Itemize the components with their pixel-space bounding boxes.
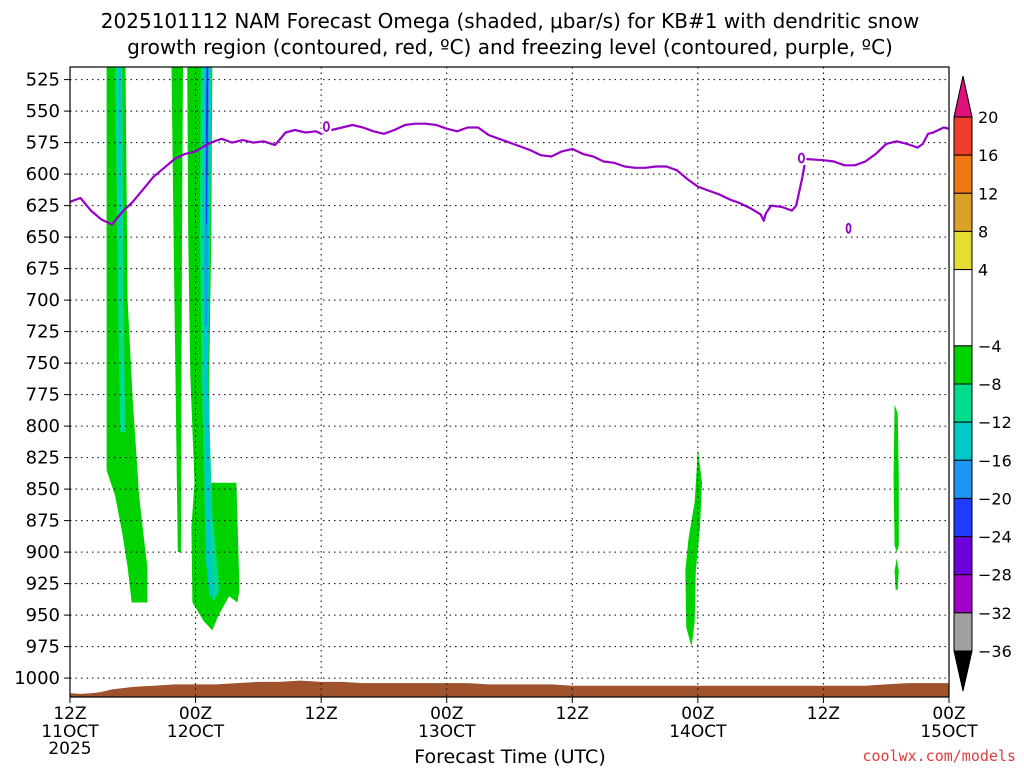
y-axis: 525 550 575 600 625 650 675 700 725 750 775 800 825 8… (14, 70, 70, 689)
y-tick-label-900: 900 (26, 542, 60, 563)
x-tick-date-5: 14OCT (669, 722, 727, 742)
colorbar-bottom-arrow (953, 650, 973, 692)
y-tick-label-950: 950 (26, 605, 60, 626)
x-tick-date-7: 15OCT (920, 722, 978, 742)
colorbar-label-0: 20 (978, 108, 998, 127)
y-tick-label-1000: 1000 (14, 668, 60, 689)
omega-region-12 (894, 558, 899, 590)
x-tick-time-1: 00Z (179, 704, 212, 724)
colorbar-top-arrow (953, 75, 973, 118)
omega-region-2 (118, 67, 122, 238)
y-tick-label-725: 725 (26, 322, 60, 343)
colorbar-bin-4 (953, 230, 973, 271)
colorbar-label-2: 12 (978, 184, 998, 203)
y-tick-label-925: 925 (26, 574, 60, 595)
colorbar-bin-6 (953, 345, 973, 385)
y-tick-label-825: 825 (26, 448, 60, 469)
y-tick-label-675: 675 (26, 259, 60, 280)
colorbar-label-12: −32 (978, 604, 1012, 623)
y-tick-label-700: 700 (26, 290, 60, 311)
credit-text: coolwx.com/models (862, 747, 1016, 765)
freezing-level-small-loop (845, 222, 852, 234)
colorbar-bin-7 (953, 383, 973, 423)
colorbar-legend: 20 16 12 8 4 −4 −8 −12 −16 −20 −24 −28 −32 −36 (953, 75, 1012, 692)
chart-title-line-2: growth region (contoured, red, ºC) and f… (127, 35, 893, 59)
colorbar-label-1: 16 (978, 146, 998, 165)
contour-label-zero-0 (322, 121, 330, 132)
colorbar-bin-3 (953, 192, 973, 232)
y-tick-label-800: 800 (26, 416, 60, 437)
terrain-layer (70, 680, 949, 697)
omega-shading-layer (106, 67, 899, 647)
contour-label-zero-1 (797, 152, 805, 164)
x-tick-time-4: 12Z (556, 704, 589, 724)
omega-region-11 (893, 404, 899, 553)
colorbar-bin-11 (953, 536, 973, 576)
contour-label-bg-0 (321, 119, 332, 134)
x-tick-time-6: 12Z (807, 704, 840, 724)
colorbar-bin-13 (953, 612, 973, 652)
y-tick-label-650: 650 (26, 227, 60, 248)
x-tick-time-0: 12Z (53, 704, 86, 724)
freezing-level-layer (70, 119, 949, 234)
colorbar-bin-10 (953, 497, 973, 538)
omega-region-9 (206, 85, 208, 175)
colorbar-bin-1 (953, 116, 973, 156)
x-tick-date-1: 12OCT (167, 722, 225, 742)
chart-title: 2025101112 NAM Forecast Omega (shaded, μ… (101, 9, 919, 59)
colorbar-label-5: −4 (978, 337, 1002, 356)
colorbar-bin-9 (953, 459, 973, 499)
x-tick-date-3: 13OCT (418, 722, 476, 742)
colorbar-label-7: −12 (978, 413, 1012, 432)
x-tick-time-3: 00Z (430, 704, 463, 724)
colorbar-label-3: 8 (978, 222, 988, 241)
x-tick-year-0: 2025 (48, 739, 91, 759)
colorbar-bin-12 (953, 574, 973, 614)
y-tick-label-625: 625 (26, 196, 60, 217)
y-tick-label-975: 975 (26, 637, 60, 658)
colorbar-label-6: −8 (978, 375, 1002, 394)
y-tick-label-550: 550 (26, 101, 60, 122)
colorbar-bin-2 (953, 154, 973, 194)
x-tick-date-0: 11OCT (41, 722, 99, 742)
contour-label-bg-1 (796, 150, 807, 165)
colorbar-label-13: −36 (978, 642, 1012, 661)
chart-title-line-1: 2025101112 NAM Forecast Omega (shaded, μ… (101, 9, 919, 33)
x-tick-time-2: 12Z (305, 704, 338, 724)
colorbar-label-9: −20 (978, 489, 1012, 508)
omega-region-1 (115, 67, 126, 433)
plot-frame (69, 66, 950, 698)
omega-region-10 (685, 448, 702, 647)
y-tick-label-750: 750 (26, 353, 60, 374)
y-tick-label-525: 525 (26, 70, 60, 91)
x-axis-label: Forecast Time (UTC) (414, 746, 605, 768)
colorbar-label-10: −24 (978, 528, 1012, 547)
x-tick-time-5: 00Z (681, 704, 714, 724)
colorbar-bin-5 (953, 269, 973, 347)
y-tick-label-875: 875 (26, 511, 60, 532)
y-tick-label-575: 575 (26, 133, 60, 154)
y-tick-label-850: 850 (26, 479, 60, 500)
colorbar-label-11: −28 (978, 566, 1012, 585)
omega-region-3 (171, 67, 183, 553)
colorbar-label-8: −16 (978, 451, 1012, 470)
freezing-level-line (70, 122, 949, 226)
x-tick-time-7: 00Z (932, 704, 965, 724)
terrain-fill (70, 680, 949, 697)
colorbar-label-4: 4 (978, 261, 988, 280)
y-tick-label-775: 775 (26, 385, 60, 406)
colorbar-bin-8 (953, 421, 973, 461)
y-tick-label-600: 600 (26, 164, 60, 185)
